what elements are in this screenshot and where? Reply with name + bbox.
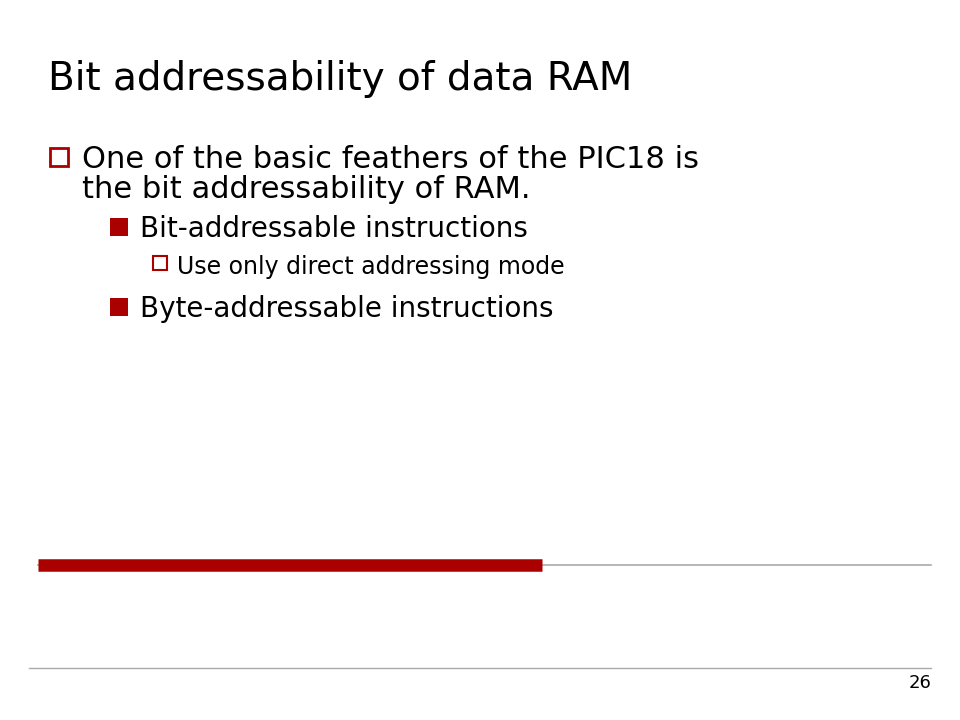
Bar [50,148,68,166]
Text: Bit-addressable instructions: Bit-addressable instructions [140,215,528,243]
Text: One of the basic feathers of the PIC18 is: One of the basic feathers of the PIC18 i… [82,145,699,174]
Bar [153,256,167,270]
Text: Bit addressability of data RAM: Bit addressability of data RAM [48,60,633,98]
Bar [110,218,128,236]
Bar [110,298,128,316]
Text: Byte-addressable instructions: Byte-addressable instructions [140,295,554,323]
Text: the bit addressability of RAM.: the bit addressability of RAM. [82,175,531,204]
Text: 26: 26 [908,674,931,692]
Text: Use only direct addressing mode: Use only direct addressing mode [177,255,564,279]
